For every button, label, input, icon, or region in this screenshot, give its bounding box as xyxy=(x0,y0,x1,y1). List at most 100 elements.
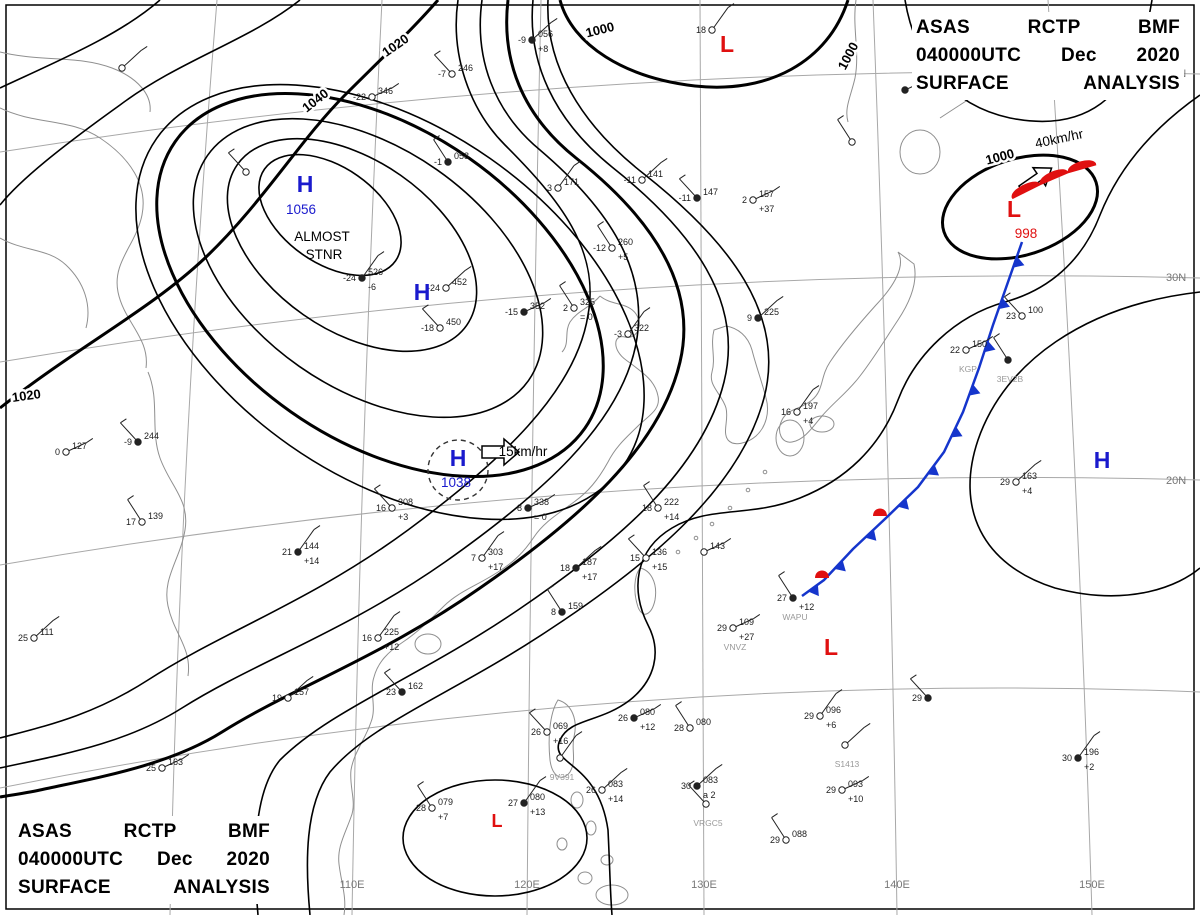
station-circle-icon xyxy=(138,518,146,526)
lon-label: 120E xyxy=(514,879,540,891)
wind-barb-icon xyxy=(844,727,865,746)
station-plot: 3EV2B xyxy=(993,333,1024,384)
station-pressure: 150 xyxy=(972,339,987,349)
wind-barb-icon xyxy=(841,779,864,791)
station-plot: 16 197 +4 xyxy=(781,385,820,426)
wind-barb-icon xyxy=(127,499,143,523)
station-temperature: 29 xyxy=(1000,477,1010,487)
isobar-line xyxy=(0,0,161,89)
lon-label: 140E xyxy=(884,879,910,891)
station-temperature: 23 xyxy=(386,687,396,697)
wind-barb-tick-icon xyxy=(643,307,651,313)
coastline-taiwan xyxy=(634,567,657,615)
title-line-3: SURFACE ANALYSIS xyxy=(18,877,270,898)
station-circle-icon xyxy=(358,274,366,282)
station-temperature: 28 xyxy=(416,803,426,813)
wind-barb-icon xyxy=(228,152,247,173)
station-temperature: 29 xyxy=(826,785,836,795)
station-temperature: -24 xyxy=(343,273,356,283)
station-circle-icon xyxy=(134,438,142,446)
wind-barb-tick-icon xyxy=(52,615,60,621)
station-pressure: 526 xyxy=(368,267,383,277)
coastline-sakhalin xyxy=(846,0,858,123)
cold-front-line xyxy=(801,241,1024,598)
wind-barb-icon xyxy=(732,617,755,629)
station-temperature: 17 xyxy=(126,517,136,527)
coastline-ph-island xyxy=(577,871,593,885)
station-plot: -9 244 xyxy=(120,418,159,447)
station-plot: 29 xyxy=(910,674,932,703)
fronts-layer xyxy=(801,160,1097,598)
station-plot: 23 162 xyxy=(384,668,423,697)
wind-barb-icon xyxy=(627,311,645,335)
wind-barb-icon xyxy=(575,550,596,569)
wind-barb-icon xyxy=(675,705,691,729)
wind-barb-icon xyxy=(559,735,577,759)
station-tendency: = 0 xyxy=(534,512,547,522)
wind-barb-icon xyxy=(837,119,853,143)
isobar-value-label: 1040 xyxy=(299,86,331,116)
wind-barb-tick-icon xyxy=(374,484,381,490)
station-plot: 8 338 = 0 xyxy=(517,493,556,522)
station-circle-icon xyxy=(442,284,450,292)
station-pressure: 056 xyxy=(538,29,553,39)
isobar-ring-1040 xyxy=(155,91,605,479)
wind-barb-icon xyxy=(481,535,499,559)
wind-barb-icon xyxy=(703,541,726,553)
station-circle-icon xyxy=(793,408,801,416)
station-circle-icon xyxy=(693,194,701,202)
wind-barb-icon xyxy=(1077,735,1095,759)
wind-barb-icon xyxy=(433,139,449,163)
wind-barb-icon xyxy=(121,50,142,69)
wind-barb-icon xyxy=(529,712,548,733)
isobar-line xyxy=(0,0,301,206)
station-pressure: 197 xyxy=(803,401,818,411)
station-tendency: +17 xyxy=(488,562,503,572)
wind-barb-tick-icon xyxy=(660,157,668,163)
station-circle-icon xyxy=(816,712,824,720)
station-circle-icon xyxy=(62,448,70,456)
coastline-luzon xyxy=(548,699,576,778)
station-pressure: 346 xyxy=(378,86,393,96)
chart-title-bottom-left: ASAS RCTP BMF 040000UTC Dec 2020 SURFACE… xyxy=(14,816,274,904)
station-plot: -15 352 xyxy=(505,297,552,317)
coastline-inland-4 xyxy=(0,51,151,113)
isobar-value-label: 1000 xyxy=(835,40,862,73)
wind-barb-tick-icon xyxy=(620,767,628,773)
station-circle-icon xyxy=(436,324,444,332)
station-plot: 0 127 xyxy=(55,437,94,457)
pressure-center-value: 1038 xyxy=(441,475,471,490)
annotation-text: STNR xyxy=(306,247,343,262)
station-circle-icon xyxy=(448,70,456,78)
isobar-1000-north xyxy=(558,0,850,89)
station-pressure: 452 xyxy=(452,277,467,287)
cold-front-triangle-icon xyxy=(834,560,846,572)
cold-front-triangle-icon xyxy=(927,464,940,476)
warm-front-semicircle-icon xyxy=(1039,169,1068,184)
wind-barb-tick-icon xyxy=(679,174,686,180)
isobar-line xyxy=(969,291,1200,597)
coastline-china-vietnam xyxy=(338,295,659,915)
station-plot: 26 069 +16 xyxy=(529,708,568,746)
station-tendency: +14 xyxy=(608,794,623,804)
station-pressure: 111 xyxy=(40,627,54,637)
station-plot: 29 096 +6 xyxy=(804,689,843,730)
station-temperature: 18 xyxy=(560,563,570,573)
station-plot: 23 100 xyxy=(1004,292,1043,321)
station-pressure: 083 xyxy=(703,775,718,785)
wind-barb-tick-icon xyxy=(377,251,385,257)
station-temperature: 3 xyxy=(547,183,552,193)
station-plot: 7 303 +17 xyxy=(471,531,505,572)
wind-barb-icon xyxy=(434,54,453,75)
wind-barb-icon xyxy=(422,308,441,329)
station-plot: 3 171 xyxy=(547,161,581,193)
station-plot: -12 260 +5 xyxy=(593,221,633,262)
station-circle-icon xyxy=(1012,478,1020,486)
labels-layer: 40N30N20N110E120E130E140E150E10201040100… xyxy=(9,16,1187,891)
station-circle-icon xyxy=(642,554,650,562)
station-temperature: 28 xyxy=(674,723,684,733)
coastline-ryukyu xyxy=(693,535,699,541)
station-tendency: +2 xyxy=(1084,762,1094,772)
wind-barb-icon xyxy=(965,339,988,351)
station-temperature: 8 xyxy=(517,503,522,513)
